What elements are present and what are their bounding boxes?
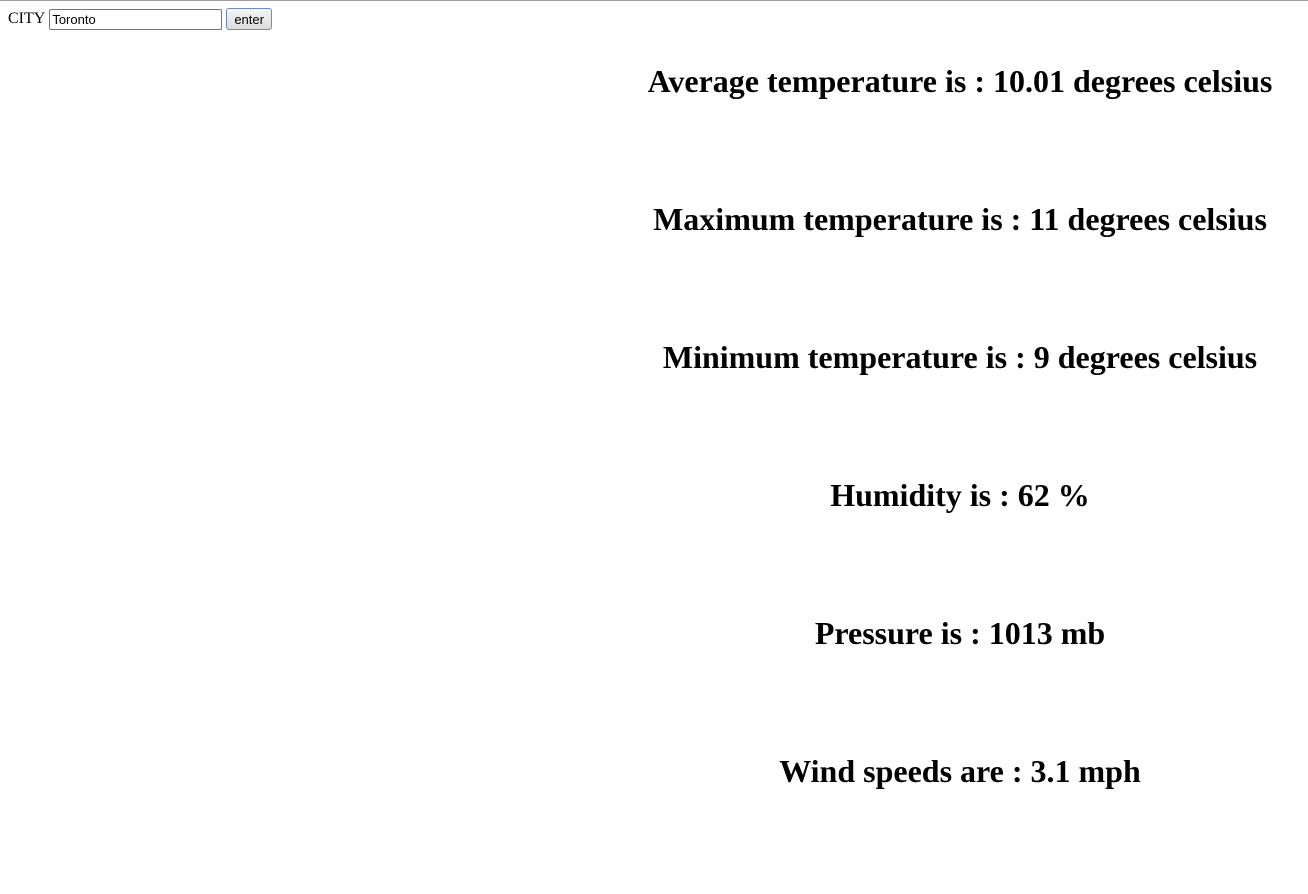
average-temperature: Average temperature is : 10.01 degrees c… <box>647 63 1273 99</box>
top-divider <box>0 0 1308 1</box>
city-label: CITY <box>8 10 46 27</box>
city-input[interactable] <box>49 8 223 30</box>
minimum-temperature: Minimum temperature is : 9 degrees celsi… <box>662 339 1258 375</box>
pressure: Pressure is : 1013 mb <box>814 615 1106 651</box>
weather-readings: Average temperature is : 10.01 degrees c… <box>612 60 1308 888</box>
humidity: Humidity is : 62 % <box>830 477 1090 513</box>
city-search-form: CITY enter <box>8 8 272 30</box>
maximum-temperature: Maximum temperature is : 11 degrees cels… <box>653 201 1267 237</box>
wind-speed: Wind speeds are : 3.1 mph <box>779 753 1141 789</box>
enter-button[interactable]: enter <box>226 8 272 30</box>
